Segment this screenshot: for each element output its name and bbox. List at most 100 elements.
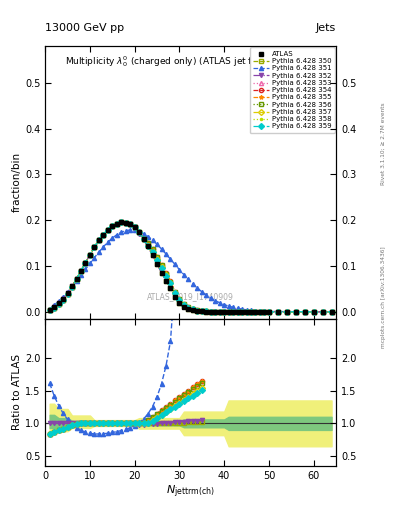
Pythia 6.428 355 xyxy=(114,221,119,227)
Pythia 6.428 350 xyxy=(61,297,66,303)
Line: Pythia 6.428 350: Pythia 6.428 350 xyxy=(48,220,334,314)
Pythia 6.428 356 xyxy=(114,221,119,227)
Pythia 6.428 357 xyxy=(222,309,226,315)
Pythia 6.428 350 xyxy=(159,269,164,275)
Pythia 6.428 357 xyxy=(226,309,231,315)
Pythia 6.428 359 xyxy=(56,301,61,307)
Pythia 6.428 353 xyxy=(329,309,334,315)
Pythia 6.428 350 xyxy=(329,309,334,315)
Line: Pythia 6.428 354: Pythia 6.428 354 xyxy=(48,220,334,314)
Pythia 6.428 350 xyxy=(226,309,231,315)
Pythia 6.428 355 xyxy=(61,297,66,303)
Pythia 6.428 358 xyxy=(56,301,61,307)
Line: Pythia 6.428 351: Pythia 6.428 351 xyxy=(48,228,334,314)
ATLAS xyxy=(119,219,124,225)
Pythia 6.428 359 xyxy=(61,297,66,303)
ATLAS xyxy=(159,270,164,276)
Pythia 6.428 350 xyxy=(114,221,119,227)
Pythia 6.428 357 xyxy=(47,307,52,313)
Pythia 6.428 359 xyxy=(114,221,119,227)
Pythia 6.428 351 xyxy=(47,306,52,312)
Pythia 6.428 350 xyxy=(222,309,226,315)
Text: Jets: Jets xyxy=(316,23,336,33)
Pythia 6.428 353 xyxy=(61,297,66,303)
Pythia 6.428 350 xyxy=(47,307,52,313)
Pythia 6.428 352 xyxy=(114,221,119,227)
ATLAS xyxy=(222,309,226,315)
Pythia 6.428 353 xyxy=(114,221,119,227)
Pythia 6.428 352 xyxy=(226,309,231,315)
Pythia 6.428 353 xyxy=(47,307,52,313)
Pythia 6.428 357 xyxy=(61,297,66,303)
Pythia 6.428 353 xyxy=(159,262,164,268)
Pythia 6.428 352 xyxy=(119,219,124,225)
Pythia 6.428 354 xyxy=(114,221,119,227)
Y-axis label: Ratio to ATLAS: Ratio to ATLAS xyxy=(12,354,22,430)
Pythia 6.428 356 xyxy=(226,309,231,315)
Pythia 6.428 350 xyxy=(56,301,61,307)
Pythia 6.428 352 xyxy=(222,309,226,315)
Pythia 6.428 355 xyxy=(119,219,124,225)
Pythia 6.428 352 xyxy=(47,307,52,313)
Line: Pythia 6.428 353: Pythia 6.428 353 xyxy=(48,220,334,314)
ATLAS xyxy=(56,301,61,307)
X-axis label: $N_\mathrm{jettrm(ch)}$: $N_\mathrm{jettrm(ch)}$ xyxy=(166,483,215,500)
Pythia 6.428 354 xyxy=(222,309,226,315)
Pythia 6.428 359 xyxy=(47,307,52,313)
Pythia 6.428 359 xyxy=(119,219,124,225)
Pythia 6.428 357 xyxy=(56,301,61,307)
Text: Rivet 3.1.10; ≥ 2.7M events: Rivet 3.1.10; ≥ 2.7M events xyxy=(381,102,386,185)
Pythia 6.428 350 xyxy=(119,219,124,225)
Line: Pythia 6.428 359: Pythia 6.428 359 xyxy=(48,220,334,314)
Pythia 6.428 354 xyxy=(226,309,231,315)
Pythia 6.428 357 xyxy=(329,309,334,315)
Pythia 6.428 354 xyxy=(119,219,124,225)
Pythia 6.428 353 xyxy=(222,309,226,315)
Pythia 6.428 355 xyxy=(159,262,164,268)
Text: mcplots.cern.ch [arXiv:1306.3436]: mcplots.cern.ch [arXiv:1306.3436] xyxy=(381,246,386,348)
Pythia 6.428 356 xyxy=(47,307,52,313)
Pythia 6.428 354 xyxy=(61,297,66,303)
Pythia 6.428 353 xyxy=(119,219,124,225)
Pythia 6.428 356 xyxy=(61,297,66,303)
Pythia 6.428 352 xyxy=(329,309,334,315)
Pythia 6.428 354 xyxy=(47,307,52,313)
Text: Multiplicity $\lambda_0^0$ (charged only) (ATLAS jet fragmentation): Multiplicity $\lambda_0^0$ (charged only… xyxy=(64,54,317,69)
Pythia 6.428 357 xyxy=(114,221,119,227)
Pythia 6.428 351 xyxy=(56,298,61,304)
Pythia 6.428 359 xyxy=(226,309,231,315)
ATLAS xyxy=(114,221,119,227)
Line: Pythia 6.428 357: Pythia 6.428 357 xyxy=(48,220,334,314)
Line: Pythia 6.428 358: Pythia 6.428 358 xyxy=(48,220,334,314)
Pythia 6.428 359 xyxy=(329,309,334,315)
ATLAS xyxy=(47,307,52,313)
Pythia 6.428 355 xyxy=(47,307,52,313)
Pythia 6.428 356 xyxy=(159,262,164,268)
Pythia 6.428 351 xyxy=(159,246,164,252)
Pythia 6.428 351 xyxy=(128,227,132,233)
Line: Pythia 6.428 352: Pythia 6.428 352 xyxy=(48,220,334,314)
Pythia 6.428 358 xyxy=(47,307,52,313)
Pythia 6.428 352 xyxy=(56,301,61,307)
Pythia 6.428 351 xyxy=(226,303,231,309)
Pythia 6.428 358 xyxy=(61,297,66,303)
Pythia 6.428 358 xyxy=(114,221,119,227)
Pythia 6.428 352 xyxy=(61,295,66,302)
Pythia 6.428 353 xyxy=(56,301,61,307)
Line: Pythia 6.428 356: Pythia 6.428 356 xyxy=(48,220,334,314)
Text: 13000 GeV pp: 13000 GeV pp xyxy=(45,23,124,33)
Pythia 6.428 356 xyxy=(329,309,334,315)
Pythia 6.428 358 xyxy=(226,309,231,315)
Pythia 6.428 354 xyxy=(56,301,61,307)
Pythia 6.428 354 xyxy=(159,262,164,268)
Line: ATLAS: ATLAS xyxy=(47,220,334,314)
Pythia 6.428 359 xyxy=(222,309,226,315)
Pythia 6.428 351 xyxy=(222,302,226,308)
Pythia 6.428 351 xyxy=(114,231,119,238)
ATLAS xyxy=(329,309,334,315)
Pythia 6.428 355 xyxy=(329,309,334,315)
Y-axis label: fraction/bin: fraction/bin xyxy=(12,152,22,212)
Pythia 6.428 358 xyxy=(119,219,124,225)
Pythia 6.428 356 xyxy=(119,219,124,225)
Pythia 6.428 356 xyxy=(222,309,226,315)
